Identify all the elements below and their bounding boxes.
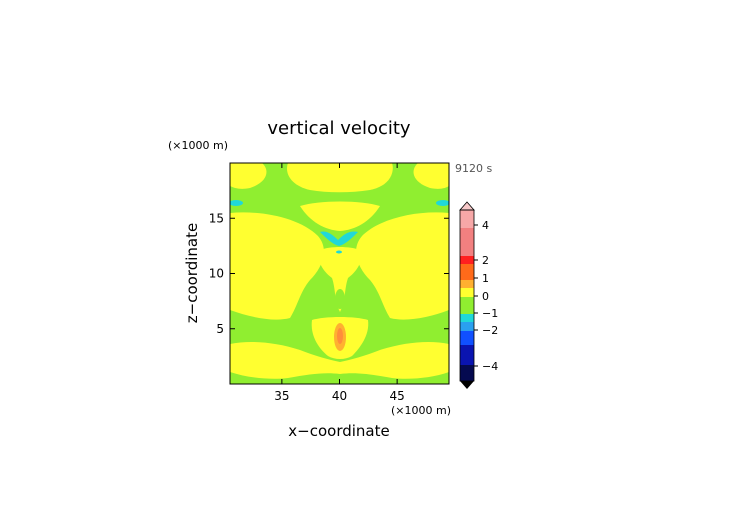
colorbar-band [460,228,474,242]
y-tick-label: 5 [216,322,224,336]
colorbar-band [460,210,474,228]
field-region [300,201,380,231]
colorbar-band [460,297,474,306]
field-region [413,163,449,189]
x-tick-label: 35 [274,389,289,403]
x-tick-label: 45 [389,389,404,403]
x-unit-label: (×1000 m) [391,404,451,417]
colorbar-tick-label: 0 [482,290,489,303]
colorbar-band [460,272,474,280]
colorbar-band [460,256,474,264]
colorbar-band [460,331,474,345]
field-negative [436,200,449,206]
colorbar-tick-label: −2 [482,324,498,337]
colorbar-band [460,306,474,314]
colorbar-band [460,242,474,256]
y-axis: 5 10 15 [209,211,449,336]
chart-title: vertical velocity [267,118,411,139]
field-region [230,342,449,379]
colorbar-tick-label: 4 [482,219,489,232]
field-region [356,212,449,320]
y-axis-label: z−coordinate [183,223,201,323]
field-negative [320,231,358,246]
field-core-inner [337,328,343,344]
time-label: 9120 s [455,162,492,175]
x-axis-label: x−coordinate [288,422,389,440]
x-tick-label: 40 [332,389,347,403]
field-region [230,212,324,320]
colorbar-extend-up [459,201,475,211]
y-unit-label: (×1000 m) [168,139,228,152]
colorbar-tick-label: 1 [482,272,489,285]
colorbar-band [460,280,474,288]
field-negative [336,250,342,254]
y-tick-label: 15 [209,211,224,225]
colorbar-band [460,345,474,365]
field-region [230,163,267,189]
colorbar-tick-label: −1 [482,307,498,320]
colorbar-band [460,288,474,297]
colorbar-extend-down [460,381,474,389]
colorbar-band [460,314,474,322]
x-axis: 35 40 45 [274,163,405,403]
field-region [318,247,362,312]
plot-area: 35 40 45 5 10 15 [209,162,450,403]
y-tick-label: 10 [209,267,224,281]
field-region [286,163,393,193]
colorbar-band [460,264,474,272]
colorbar: 4 2 1 0 −1 −2 −4 [459,201,498,389]
colorbar-band [460,365,474,381]
colorbar-band [460,322,474,331]
field-region [335,289,345,309]
colorbar-tick-label: 2 [482,254,489,267]
field-negative [230,200,243,206]
colorbar-tick-label: −4 [482,360,498,373]
velocity-field [230,163,449,384]
